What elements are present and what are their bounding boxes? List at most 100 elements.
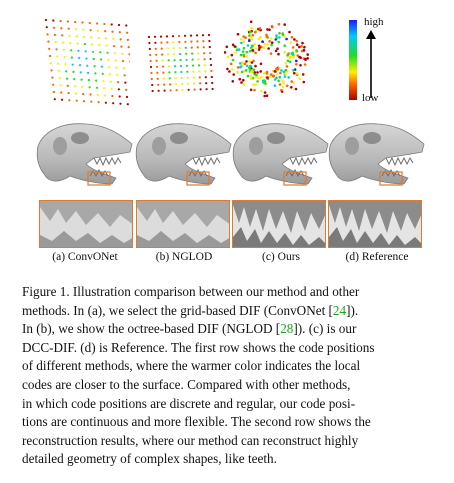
code-point	[250, 61, 254, 64]
code-point	[281, 85, 285, 89]
code-point	[276, 67, 280, 71]
code-point	[295, 59, 298, 63]
code-point	[154, 41, 157, 44]
caption-line: in which code positions are discrete and…	[22, 395, 356, 411]
code-point	[263, 91, 267, 94]
code-point	[237, 48, 241, 51]
code-point	[246, 74, 250, 78]
code-point	[306, 53, 309, 56]
code-point	[94, 72, 97, 75]
code-point	[301, 73, 305, 76]
code-point	[244, 36, 247, 39]
code-point	[167, 59, 170, 62]
code-point	[87, 79, 90, 82]
code-point	[231, 58, 235, 62]
code-point	[148, 47, 151, 51]
code-point	[122, 67, 125, 70]
code-point	[190, 40, 193, 43]
code-point	[242, 53, 246, 57]
code-point	[269, 52, 273, 55]
code-point	[112, 37, 115, 40]
code-point	[74, 92, 77, 95]
code-point	[86, 64, 89, 67]
code-point	[282, 82, 285, 85]
code-point	[254, 51, 257, 55]
code-point	[275, 36, 278, 40]
code-point	[274, 49, 278, 53]
code-point	[180, 76, 183, 80]
code-point	[150, 71, 153, 75]
code-point	[288, 30, 291, 34]
code-point	[205, 82, 208, 85]
code-point	[84, 50, 87, 53]
code-point	[174, 77, 177, 80]
code-point	[89, 29, 92, 32]
code-point	[295, 63, 298, 66]
code-point	[246, 44, 250, 47]
code-point	[189, 34, 193, 37]
code-point	[129, 60, 130, 63]
code-point	[83, 35, 86, 38]
code-point	[295, 49, 298, 52]
caption-line: reconstruction results, where our method…	[22, 432, 359, 448]
code-point	[55, 48, 58, 51]
code-point	[166, 41, 169, 44]
code-point	[241, 61, 244, 64]
code-point	[245, 50, 249, 54]
caption-line: of different methods, where the warmer c…	[22, 358, 361, 374]
code-point	[103, 22, 106, 26]
code-point	[166, 47, 169, 50]
code-point	[161, 53, 164, 56]
code-point	[161, 59, 164, 62]
code-point	[76, 42, 79, 45]
code-point	[250, 75, 253, 78]
code-point	[198, 70, 201, 73]
code-point	[151, 83, 154, 87]
code-point	[114, 59, 117, 62]
nglod-teeth-zoom	[136, 200, 230, 248]
code-point	[178, 40, 181, 44]
code-point	[191, 52, 194, 55]
code-point	[149, 59, 152, 63]
code-point	[111, 30, 114, 33]
code-point	[118, 31, 121, 34]
code-point	[149, 65, 153, 69]
code-point	[198, 76, 201, 79]
code-point	[44, 18, 48, 22]
code-point	[113, 45, 116, 48]
code-point	[77, 49, 80, 52]
ours-teeth-zoom	[232, 200, 326, 248]
code-point	[74, 28, 78, 31]
code-point	[53, 33, 56, 36]
code-point	[265, 35, 269, 39]
code-point	[106, 51, 109, 54]
code-point	[169, 89, 172, 92]
code-point	[110, 87, 113, 90]
code-point	[273, 78, 277, 81]
code-point	[262, 46, 266, 49]
code-point	[46, 33, 49, 36]
code-point	[259, 35, 262, 39]
code-point	[279, 71, 282, 75]
code-point	[112, 102, 115, 105]
code-point	[49, 62, 52, 65]
code-point	[81, 21, 84, 24]
code-point	[302, 48, 306, 52]
code-point	[280, 88, 283, 92]
nglod-octree-scatter	[147, 34, 214, 93]
code-point	[147, 35, 151, 39]
code-point	[269, 73, 273, 76]
code-point	[175, 83, 178, 86]
code-point	[203, 58, 206, 61]
ours-continuous-scatter	[224, 20, 309, 98]
code-point	[265, 94, 269, 97]
code-point	[115, 66, 118, 69]
code-point	[204, 70, 207, 73]
code-point	[102, 80, 105, 83]
caption-line: detailed geometry of complex shapes, lik…	[22, 451, 277, 467]
code-point	[245, 64, 249, 68]
code-point	[293, 71, 296, 75]
code-point	[162, 77, 165, 80]
panel-label-b: (b) NGLOD	[155, 251, 213, 263]
code-point	[57, 69, 60, 72]
